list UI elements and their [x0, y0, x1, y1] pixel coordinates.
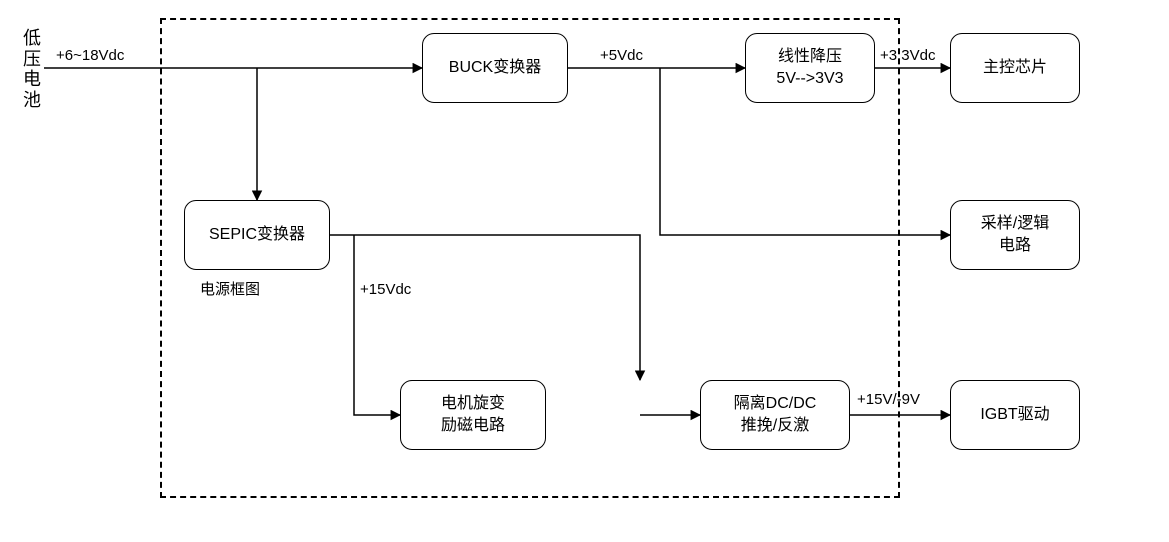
- node-igbt-text: IGBT驱动: [980, 404, 1049, 426]
- label-vin: +6~18Vdc: [56, 46, 124, 66]
- label-v15: +15Vdc: [360, 280, 411, 300]
- node-sepic: SEPIC变换器: [184, 200, 330, 270]
- node-ldo: 线性降压 5V-->3V3: [745, 33, 875, 103]
- node-sampling: 采样/逻辑 电路: [950, 200, 1080, 270]
- node-igbt: IGBT驱动: [950, 380, 1080, 450]
- diagram-stage: 低 压 电 池 BUCK变换器 线性降压 5V-->3V3 主控芯片 SEPIC…: [0, 0, 1169, 542]
- label-v5: +5Vdc: [600, 46, 643, 66]
- node-sepic-text: SEPIC变换器: [209, 224, 305, 246]
- node-iso-dcdc: 隔离DC/DC 推挽/反激: [700, 380, 850, 450]
- label-caption: 电源框图: [200, 280, 260, 300]
- node-buck: BUCK变换器: [422, 33, 568, 103]
- node-battery-text: 低 压 电 池: [23, 28, 41, 110]
- node-mcu-text: 主控芯片: [983, 57, 1047, 79]
- label-v3p3: +3.3Vdc: [880, 46, 935, 66]
- node-resolver: 电机旋变 励磁电路: [400, 380, 546, 450]
- node-sampling-text: 采样/逻辑 电路: [981, 213, 1049, 256]
- node-mcu: 主控芯片: [950, 33, 1080, 103]
- node-iso-dcdc-text: 隔离DC/DC 推挽/反激: [734, 393, 817, 436]
- label-v15n9: +15V/-9V: [857, 390, 920, 410]
- node-battery: 低 压 电 池: [20, 28, 44, 128]
- node-ldo-text: 线性降压 5V-->3V3: [776, 46, 843, 89]
- node-resolver-text: 电机旋变 励磁电路: [441, 393, 505, 436]
- node-buck-text: BUCK变换器: [449, 57, 541, 79]
